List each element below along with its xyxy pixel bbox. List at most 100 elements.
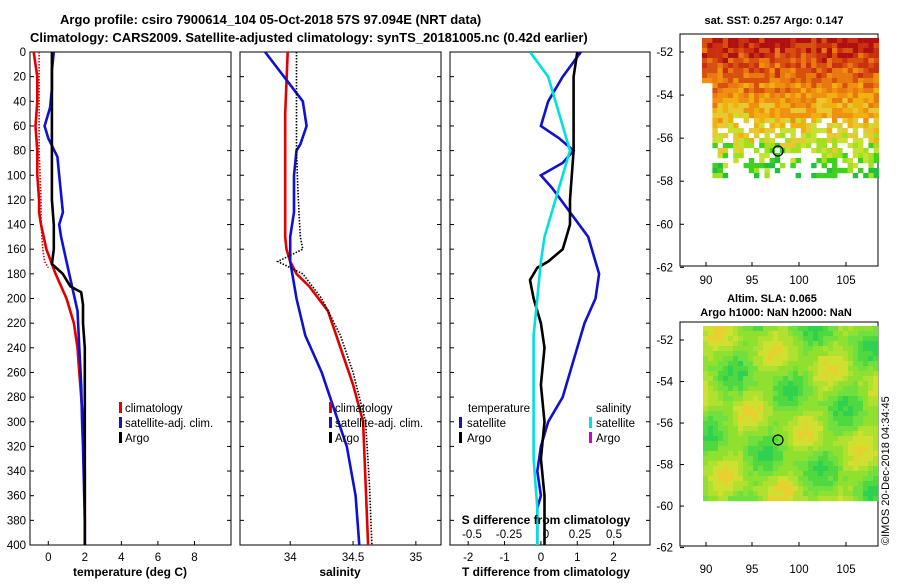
sst-cell bbox=[733, 143, 739, 149]
sst-cell bbox=[738, 103, 744, 109]
sst-cell bbox=[811, 58, 817, 64]
sst-cell bbox=[826, 58, 833, 64]
sla-cell bbox=[718, 356, 724, 362]
sst-cell bbox=[759, 48, 765, 54]
sla-cell bbox=[768, 401, 774, 407]
sst-cell bbox=[800, 73, 807, 79]
sst-cell bbox=[842, 113, 848, 119]
sla-cell bbox=[848, 376, 854, 382]
sla-cell bbox=[788, 466, 794, 472]
sst-cell bbox=[743, 113, 749, 119]
sla-cell bbox=[758, 341, 764, 347]
sla-cell bbox=[763, 361, 769, 367]
sst-cell bbox=[795, 108, 801, 114]
sla-cell bbox=[853, 351, 859, 357]
sla-cell bbox=[793, 331, 799, 337]
sla-cell bbox=[838, 471, 844, 477]
sst-cell bbox=[873, 128, 879, 134]
sst-cell bbox=[806, 38, 812, 44]
sla-cell bbox=[838, 396, 844, 402]
sst-cell bbox=[764, 98, 770, 104]
sla-cell bbox=[718, 376, 724, 382]
sla-cell bbox=[813, 341, 819, 347]
sla-cell bbox=[843, 381, 849, 387]
sla-cell bbox=[848, 341, 854, 347]
sst-cell bbox=[800, 133, 807, 139]
sst-cell bbox=[780, 63, 786, 69]
sla-cell bbox=[783, 396, 789, 402]
sst-cell bbox=[811, 103, 817, 109]
sla-cell bbox=[868, 341, 874, 347]
sst-cell bbox=[722, 108, 729, 114]
sla-cell bbox=[743, 416, 749, 422]
sla-cell bbox=[868, 491, 874, 497]
sla-cell bbox=[798, 361, 804, 367]
sla-cell bbox=[783, 386, 789, 392]
sst-cell bbox=[811, 163, 817, 169]
sla-cell bbox=[808, 486, 814, 492]
sla-cell bbox=[773, 466, 779, 472]
sla-cell bbox=[868, 466, 874, 472]
sla-cell bbox=[823, 381, 829, 387]
sla-cell bbox=[868, 406, 874, 412]
sla-cell bbox=[723, 436, 729, 442]
sst-cell bbox=[728, 53, 734, 59]
sla-cell bbox=[763, 456, 769, 462]
sla-cell bbox=[843, 436, 849, 442]
sla-cell bbox=[788, 406, 794, 412]
sla-cell bbox=[708, 361, 714, 367]
sst-cell bbox=[759, 138, 765, 144]
sst-cell bbox=[832, 83, 838, 89]
sla-cell bbox=[788, 351, 794, 357]
sst-cell bbox=[873, 98, 879, 104]
sst-cell bbox=[712, 173, 718, 179]
sst-cell bbox=[826, 148, 833, 154]
sla-cell bbox=[773, 461, 779, 467]
sst-cell bbox=[780, 113, 786, 119]
sst-cell bbox=[738, 98, 744, 104]
sla-cell bbox=[848, 431, 854, 437]
sst-cell bbox=[759, 143, 765, 149]
sla-cell bbox=[788, 436, 794, 442]
sla-cell bbox=[803, 411, 809, 417]
sla-cell bbox=[803, 341, 809, 347]
sla-cell bbox=[713, 371, 719, 377]
sla-cell bbox=[813, 351, 819, 357]
sla-cell bbox=[723, 431, 729, 437]
sst-cell bbox=[847, 113, 853, 119]
sst-cell bbox=[868, 113, 874, 119]
sla-cell bbox=[818, 411, 824, 417]
sla-cell bbox=[788, 481, 794, 487]
sla-cell bbox=[738, 391, 744, 397]
sla-cell bbox=[768, 356, 774, 362]
sla-cell bbox=[723, 326, 729, 332]
sst-cell bbox=[717, 148, 723, 154]
depth-tick-label: 300 bbox=[7, 417, 26, 429]
sla-cell bbox=[733, 401, 739, 407]
sst-cell bbox=[738, 78, 744, 84]
sla-cell bbox=[788, 446, 794, 452]
sla-cell bbox=[843, 476, 849, 482]
sla-cell bbox=[708, 466, 714, 472]
sla-cell bbox=[778, 386, 784, 392]
sst-cell bbox=[790, 123, 796, 129]
sla-cell bbox=[873, 431, 879, 437]
sst-cell bbox=[780, 123, 786, 129]
sla-cell bbox=[753, 451, 759, 457]
sla-cell bbox=[733, 396, 739, 402]
sst-cell bbox=[832, 158, 838, 164]
sla-cell bbox=[768, 491, 774, 497]
sst-cell bbox=[816, 53, 822, 59]
sla-cell bbox=[828, 481, 834, 487]
sla-cell bbox=[758, 366, 764, 372]
sst-cell bbox=[821, 138, 827, 144]
sst-cell bbox=[842, 63, 848, 69]
sla-cell bbox=[703, 331, 709, 337]
sla-cell bbox=[818, 381, 824, 387]
sla-cell bbox=[758, 436, 764, 442]
sst-cell bbox=[847, 123, 853, 129]
sla-cell bbox=[873, 436, 879, 442]
sla-cell bbox=[823, 376, 829, 382]
sst-cell bbox=[717, 118, 723, 124]
sst-cell bbox=[780, 78, 786, 84]
